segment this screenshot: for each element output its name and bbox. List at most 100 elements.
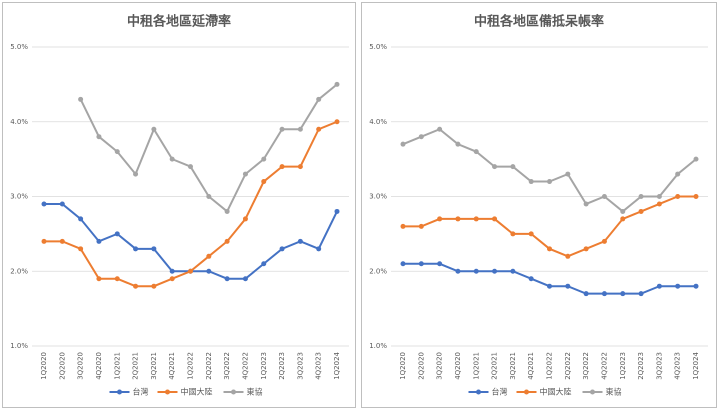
point xyxy=(96,238,102,244)
point xyxy=(169,276,175,282)
point xyxy=(242,276,248,282)
point xyxy=(656,283,662,289)
point xyxy=(78,216,84,222)
point xyxy=(583,246,589,252)
point xyxy=(78,246,84,252)
point xyxy=(601,194,607,199)
point xyxy=(675,171,681,177)
point xyxy=(437,216,443,222)
point xyxy=(316,246,322,252)
point xyxy=(316,96,322,102)
x-tick-label: 4Q2020 xyxy=(454,352,462,380)
point xyxy=(114,276,120,282)
point xyxy=(242,216,248,222)
x-tick-label: 3Q2020 xyxy=(436,352,444,380)
legend-label: 東協 xyxy=(247,387,263,397)
point xyxy=(528,231,534,237)
point xyxy=(242,171,248,177)
y-tick-label: 4.0% xyxy=(369,118,387,126)
legend-marker xyxy=(476,389,481,395)
point xyxy=(297,126,303,132)
point xyxy=(151,246,157,252)
point xyxy=(492,268,498,274)
point xyxy=(492,216,498,222)
legend-label: 中國大陸 xyxy=(181,387,213,397)
point xyxy=(601,291,607,297)
point xyxy=(510,268,516,274)
legend-marker xyxy=(165,389,170,395)
point xyxy=(418,261,424,267)
point xyxy=(583,291,589,297)
x-tick-label: 3Q2020 xyxy=(77,352,85,380)
point xyxy=(565,253,571,259)
x-tick-label: 2Q2021 xyxy=(132,352,140,380)
point xyxy=(693,283,699,289)
point xyxy=(583,201,589,207)
x-tick-label: 2Q2022 xyxy=(564,352,572,380)
point xyxy=(188,268,193,274)
point xyxy=(261,156,267,162)
point xyxy=(565,283,571,289)
point xyxy=(455,268,461,274)
point xyxy=(693,156,699,162)
point xyxy=(528,276,534,282)
point xyxy=(206,253,212,259)
point xyxy=(620,208,626,214)
point xyxy=(601,238,607,244)
x-tick-label: 2Q2022 xyxy=(205,352,213,380)
x-tick-label: 1Q2021 xyxy=(472,352,480,380)
x-tick-label: 2Q2023 xyxy=(637,352,645,380)
point xyxy=(400,261,406,267)
x-tick-label: 4Q2021 xyxy=(168,352,176,380)
point xyxy=(693,194,699,199)
x-tick-label: 1Q2023 xyxy=(619,352,627,380)
point xyxy=(334,81,340,87)
point xyxy=(638,291,644,297)
point xyxy=(510,164,516,170)
point xyxy=(656,201,662,207)
point xyxy=(297,238,303,244)
point xyxy=(565,171,571,177)
point xyxy=(133,246,139,252)
point xyxy=(638,194,644,199)
point xyxy=(473,216,479,222)
x-tick-label: 1Q2022 xyxy=(187,352,195,380)
point xyxy=(656,194,662,199)
x-tick-label: 4Q2023 xyxy=(674,352,682,380)
point xyxy=(547,246,552,252)
legend-label: 東協 xyxy=(606,387,622,397)
legend-label: 台灣 xyxy=(492,387,508,397)
point xyxy=(316,126,322,132)
point xyxy=(334,119,340,125)
y-tick-label: 3.0% xyxy=(369,193,387,201)
point xyxy=(492,164,498,170)
point xyxy=(675,283,681,289)
x-tick-label: 2Q2021 xyxy=(491,352,499,380)
point xyxy=(224,208,230,214)
point xyxy=(473,268,479,274)
point xyxy=(400,223,406,229)
y-tick-label: 5.0% xyxy=(369,43,387,51)
point xyxy=(400,141,406,147)
point xyxy=(455,141,461,147)
point xyxy=(279,126,285,132)
legend-marker xyxy=(117,389,122,395)
x-tick-label: 1Q2021 xyxy=(113,352,121,380)
legend-marker xyxy=(524,389,529,395)
point xyxy=(151,283,157,289)
point xyxy=(437,126,443,132)
x-tick-label: 3Q2023 xyxy=(296,352,304,380)
point xyxy=(133,171,139,177)
chart-title: 中租各地區備抵呆帳率 xyxy=(474,14,604,30)
point xyxy=(279,164,285,170)
panel-frame xyxy=(361,2,717,408)
x-tick-label: 2Q2023 xyxy=(278,352,286,380)
point xyxy=(547,283,552,289)
legend-marker xyxy=(590,389,595,395)
y-tick-label: 1.0% xyxy=(10,342,28,350)
y-tick-label: 4.0% xyxy=(10,118,28,126)
point xyxy=(418,223,424,229)
x-tick-label: 1Q2020 xyxy=(399,352,407,380)
point xyxy=(114,231,120,237)
